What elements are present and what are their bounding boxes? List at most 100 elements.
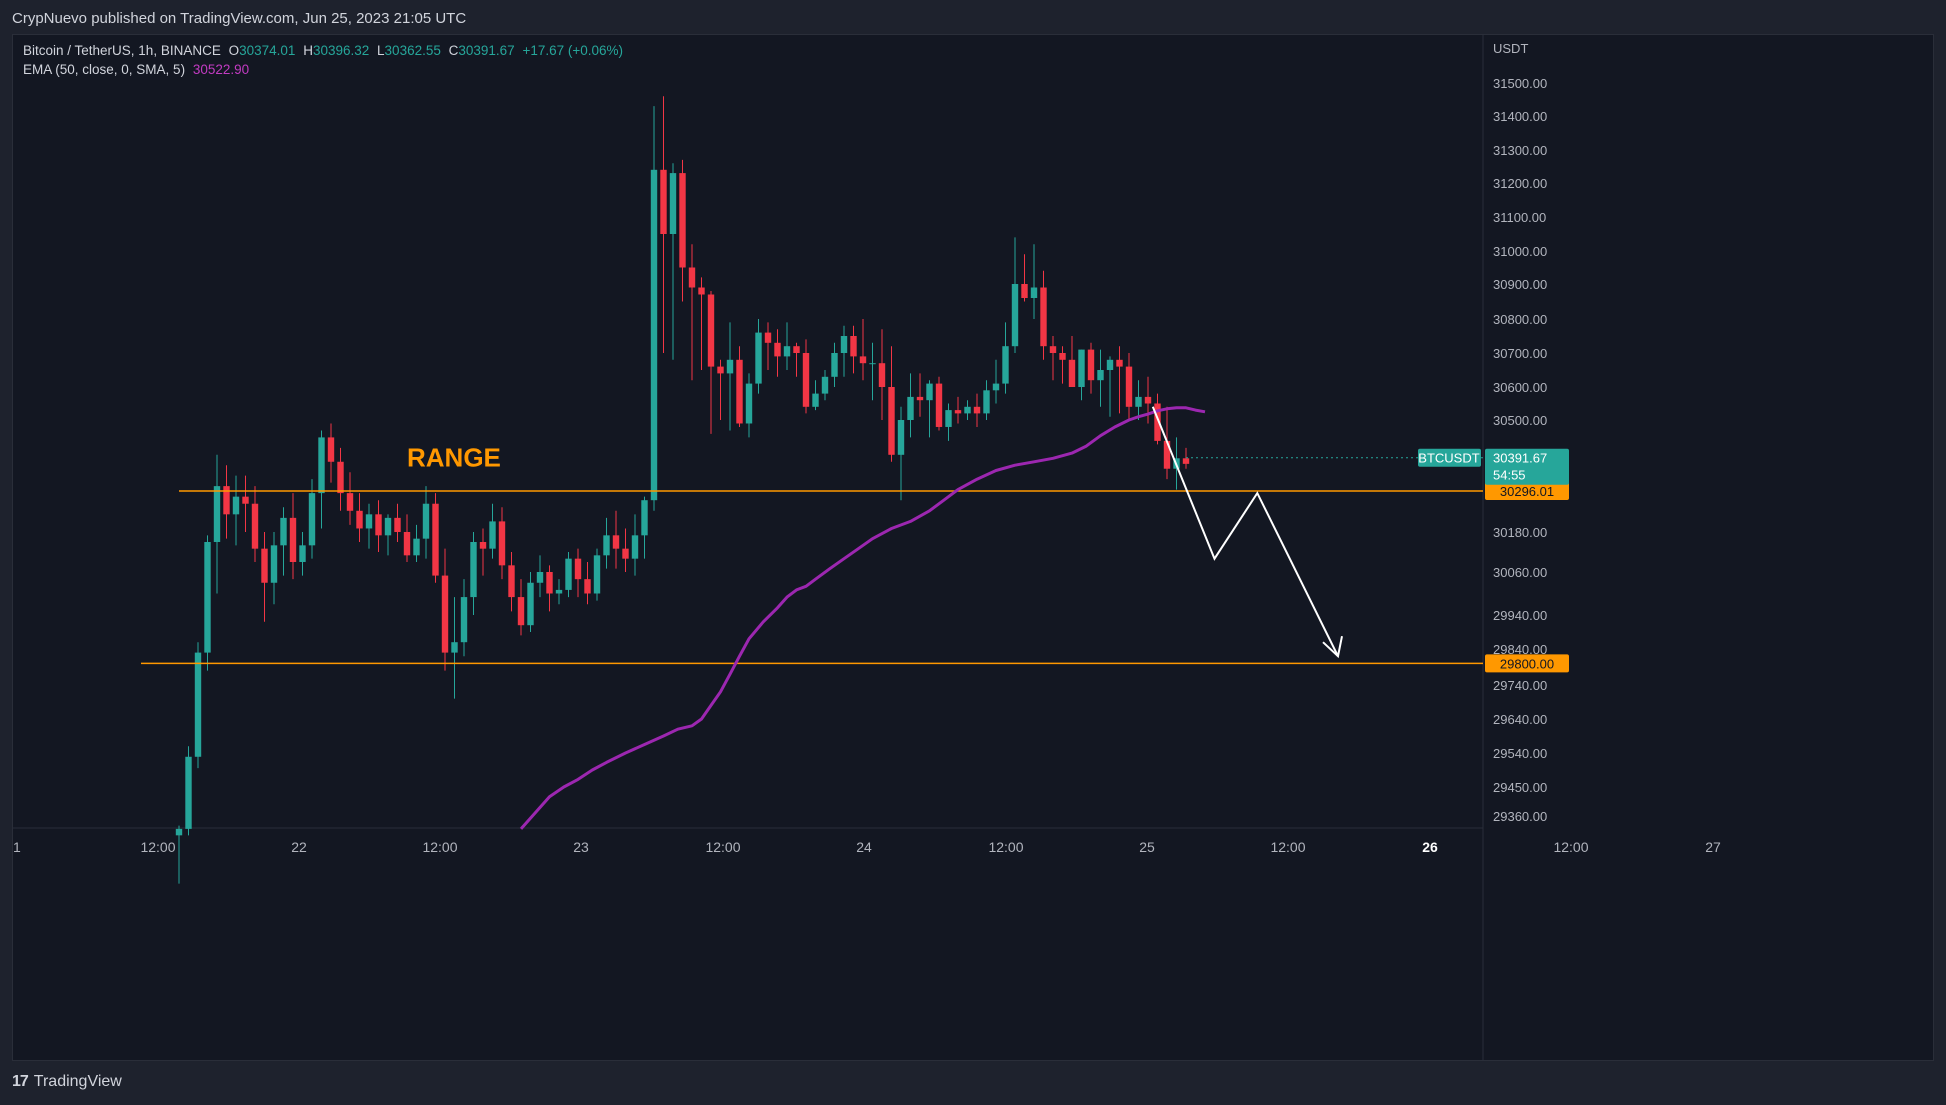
candle-body	[213, 486, 221, 542]
x-tick-label: 27	[1705, 839, 1721, 855]
candle-body	[223, 486, 230, 515]
x-tick-label: 23	[573, 839, 589, 855]
candle-body	[840, 336, 848, 353]
candle-body	[1049, 346, 1057, 353]
publisher-line: CrypNuevo published on TradingView.com, …	[12, 10, 467, 27]
brand-name: TradingView	[33, 1073, 122, 1090]
chart-pane[interactable]: 30296.01 29800.00 RANGE USDT 31500.00 31400.0…	[12, 34, 1934, 1061]
y-tick-label: 29740.00	[1493, 678, 1547, 693]
ema-legend: EMA (50, close, 0, SMA, 5) 30522.90	[23, 62, 253, 77]
candle-body	[1163, 440, 1171, 469]
low-label: L	[377, 43, 385, 58]
y-tick-label: 29450.00	[1493, 780, 1547, 795]
candle-body	[308, 493, 316, 546]
candle-body	[565, 558, 572, 590]
ema-label[interactable]: EMA (50, close, 0, SMA, 5)	[23, 62, 186, 77]
footer-brand[interactable]: 17 TradingView	[12, 1073, 122, 1091]
candle-body	[175, 828, 183, 836]
candle-body	[451, 642, 458, 653]
candle-body	[1182, 458, 1190, 464]
candle-body	[280, 517, 287, 546]
y-tick-label: 31500.00	[1493, 76, 1547, 91]
symbol-tag: BTCUSDT	[1418, 451, 1479, 466]
candle-body	[688, 267, 696, 288]
candle-body	[802, 353, 810, 407]
candle-body	[527, 582, 534, 626]
candle-body	[631, 535, 639, 559]
change-value: +17.67 (+0.06%)	[522, 43, 624, 58]
y-tick-label: 29360.00	[1493, 809, 1547, 824]
candle-body	[593, 555, 601, 594]
candle-body	[726, 359, 734, 374]
candle-body	[574, 558, 582, 580]
candle-body	[251, 503, 259, 549]
candle-body	[498, 521, 506, 566]
candle-body	[1030, 287, 1038, 298]
candle-body	[1144, 396, 1152, 404]
candle-body	[489, 521, 496, 549]
y-tick-label: 31100.00	[1493, 210, 1546, 225]
candle-body	[242, 496, 249, 504]
candle-body	[299, 545, 306, 562]
candle-body	[232, 496, 240, 515]
candle-body	[1068, 359, 1076, 387]
candle-body	[764, 332, 772, 343]
symbol-legend: Bitcoin / TetherUS, 1h, BINANCE O30374.0…	[23, 43, 627, 58]
candle-body	[432, 503, 439, 576]
candle-body	[460, 597, 468, 643]
y-tick-label: 31400.00	[1493, 109, 1547, 124]
y-tick-label: 30900.00	[1493, 277, 1547, 292]
candle-body	[346, 493, 354, 511]
y-tick-label: 31000.00	[1493, 244, 1547, 259]
projection-path	[1151, 406, 1339, 657]
candle-body	[185, 756, 192, 829]
y-tick-label: 29640.00	[1493, 712, 1547, 727]
high-label: H	[303, 43, 313, 58]
candle-body	[337, 461, 344, 494]
x-tick-label: 1	[13, 839, 21, 855]
candle-body	[935, 383, 943, 427]
candle-body	[403, 532, 411, 556]
candle-body	[1106, 359, 1114, 370]
low-value: 30362.55	[384, 43, 441, 58]
y-tick-label: 29940.00	[1493, 608, 1547, 623]
candle-body	[1125, 366, 1133, 407]
candle-body	[736, 359, 743, 424]
candle-body	[745, 383, 753, 424]
candle-body	[869, 363, 876, 365]
y-tick-label: 30600.00	[1493, 380, 1547, 395]
candle-body	[1021, 284, 1028, 298]
candle-body	[1116, 359, 1123, 367]
candle-body	[1011, 284, 1019, 347]
current-price-tag-bg	[1485, 448, 1569, 485]
x-tick-label: 24	[856, 839, 872, 855]
candle-body	[992, 383, 1000, 391]
candle-body	[327, 437, 335, 462]
y-tick-label: 30700.00	[1493, 346, 1547, 361]
candle-body	[384, 517, 392, 536]
candle-body	[1059, 353, 1066, 360]
candle-body	[897, 420, 905, 455]
x-tick-label: 26	[1422, 839, 1438, 855]
symbol-tag-bg	[1418, 448, 1481, 467]
open-value: 30374.01	[239, 43, 296, 58]
candle-body	[774, 342, 781, 357]
chart-canvas[interactable]: 30296.01 29800.00 RANGE USDT 31500.00 31400.0…	[13, 35, 1933, 1060]
ema-value: 30522.90	[192, 62, 250, 77]
candle-body	[1154, 403, 1161, 441]
candle-body	[1135, 396, 1142, 407]
y-tick-label: 30180.00	[1493, 525, 1547, 540]
candle-body	[812, 393, 819, 407]
x-tick-label: 12:00	[422, 839, 457, 855]
candle-body	[983, 390, 990, 414]
level-price-tag: 29800.00	[1500, 656, 1554, 671]
candle-body	[916, 396, 924, 401]
candle-body	[413, 538, 420, 556]
symbol-title[interactable]: Bitcoin / TetherUS, 1h, BINANCE	[23, 43, 221, 58]
candle-body	[470, 542, 477, 598]
y-tick-label: 29540.00	[1493, 746, 1547, 761]
candle-body	[194, 652, 202, 757]
candle-body	[717, 366, 724, 374]
close-label: C	[448, 43, 459, 58]
level-price-tag-bg	[1485, 481, 1569, 500]
